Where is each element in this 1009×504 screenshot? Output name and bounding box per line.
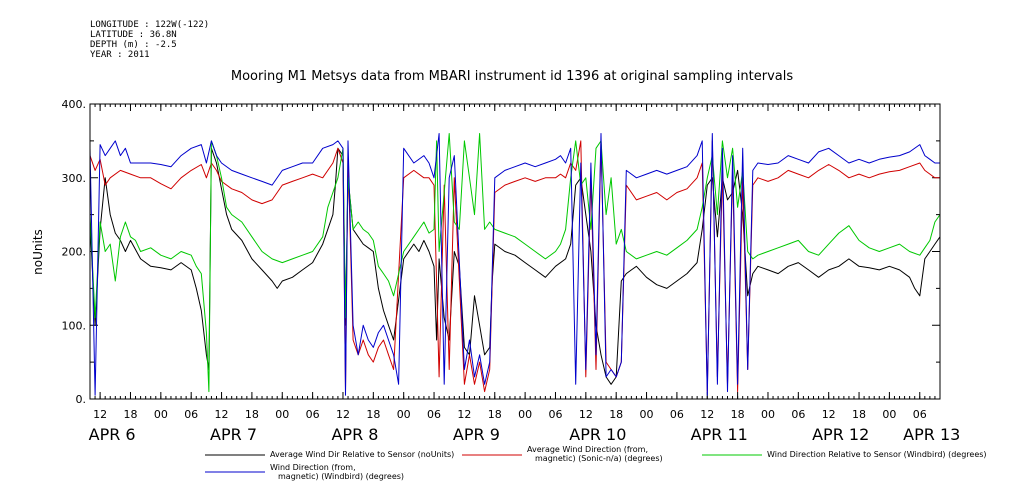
x-tick-label: 06 [306, 408, 320, 421]
plot-frame [89, 103, 941, 400]
x-tick-label: 00 [397, 408, 411, 421]
x-tick-label: 18 [366, 408, 380, 421]
legend-text-line: magnetic) (Windbird) (degrees) [278, 472, 404, 481]
day-label: APR 11 [691, 425, 748, 444]
y-tick-label: 100. [62, 319, 87, 332]
x-tick-label: 00 [761, 408, 775, 421]
x-tick-label: 12 [822, 408, 836, 421]
day-label: APR 13 [903, 425, 960, 444]
legend-text-line: Average Wind Dir Relative to Sensor (noU… [270, 450, 454, 459]
day-label: APR 12 [812, 425, 869, 444]
x-tick-label: 18 [245, 408, 259, 421]
x-tick-label: 12 [700, 408, 714, 421]
day-label: APR 10 [569, 425, 626, 444]
x-tick-label: 12 [579, 408, 593, 421]
y-tick-label: 200. [62, 246, 87, 259]
x-tick-label: 06 [427, 408, 441, 421]
legend-text-line: Wind Direction Relative to Sensor (Windb… [767, 450, 987, 459]
legend-text-line: Average Wind Direction (from, [527, 445, 648, 454]
x-tick-label: 00 [154, 408, 168, 421]
x-tick-label: 18 [609, 408, 623, 421]
metadata-block: LONGITUDE : 122W(-122) LATITUDE : 36.8N … [90, 20, 209, 60]
x-tick-label: 18 [731, 408, 745, 421]
x-tick-label: 18 [488, 408, 502, 421]
day-label: APR 9 [453, 425, 500, 444]
latitude-text: LATITUDE : 36.8N [90, 30, 177, 40]
day-label: APR 8 [331, 425, 378, 444]
x-tick-label: 06 [791, 408, 805, 421]
legend: Average Wind Dir Relative to Sensor (noU… [205, 445, 987, 481]
series-line-2 [89, 140, 940, 393]
x-tick-label: 06 [913, 408, 927, 421]
y-axis-label: noUnits [31, 229, 45, 275]
x-tick-label: 12 [93, 408, 107, 421]
x-tick-label: 00 [275, 408, 289, 421]
axes-group: 0. 100. 200. 300. 400. 12 18 00 06 12 18 00 06 12 18 00… [62, 98, 961, 444]
x-tick-label: 18 [852, 408, 866, 421]
x-tick-label: 12 [215, 408, 229, 421]
x-tick-label: 12 [457, 408, 471, 421]
x-tick-label: 00 [640, 408, 654, 421]
series-line-1 [89, 147, 941, 385]
chart-title: Mooring M1 Metsys data from MBARI instru… [231, 69, 793, 84]
x-tick-label: 18 [123, 408, 137, 421]
series-line-4 [89, 133, 940, 396]
y-tick-label: 0. [76, 393, 87, 406]
y-tick-label: 300. [62, 172, 87, 185]
x-tick-label: 00 [518, 408, 532, 421]
year-text: YEAR : 2011 [90, 50, 150, 60]
longitude-text: LONGITUDE : 122W(-122) [90, 20, 210, 30]
depth-text: DEPTH (m) : -2.5 [90, 40, 177, 50]
x-tick-label: 00 [882, 408, 896, 421]
legend-text-line: magnetic) (Sonic-n/a) (degrees) [535, 454, 663, 463]
y-tick-label: 400. [62, 98, 87, 111]
x-tick-label: 06 [670, 408, 684, 421]
x-tick-label: 06 [548, 408, 562, 421]
day-label: APR 6 [89, 425, 136, 444]
x-tick-label: 06 [184, 408, 198, 421]
x-tick-label: 12 [336, 408, 350, 421]
day-label: APR 7 [210, 425, 257, 444]
series-group [89, 133, 941, 396]
legend-text-line: Wind Direction (from, [270, 463, 356, 472]
